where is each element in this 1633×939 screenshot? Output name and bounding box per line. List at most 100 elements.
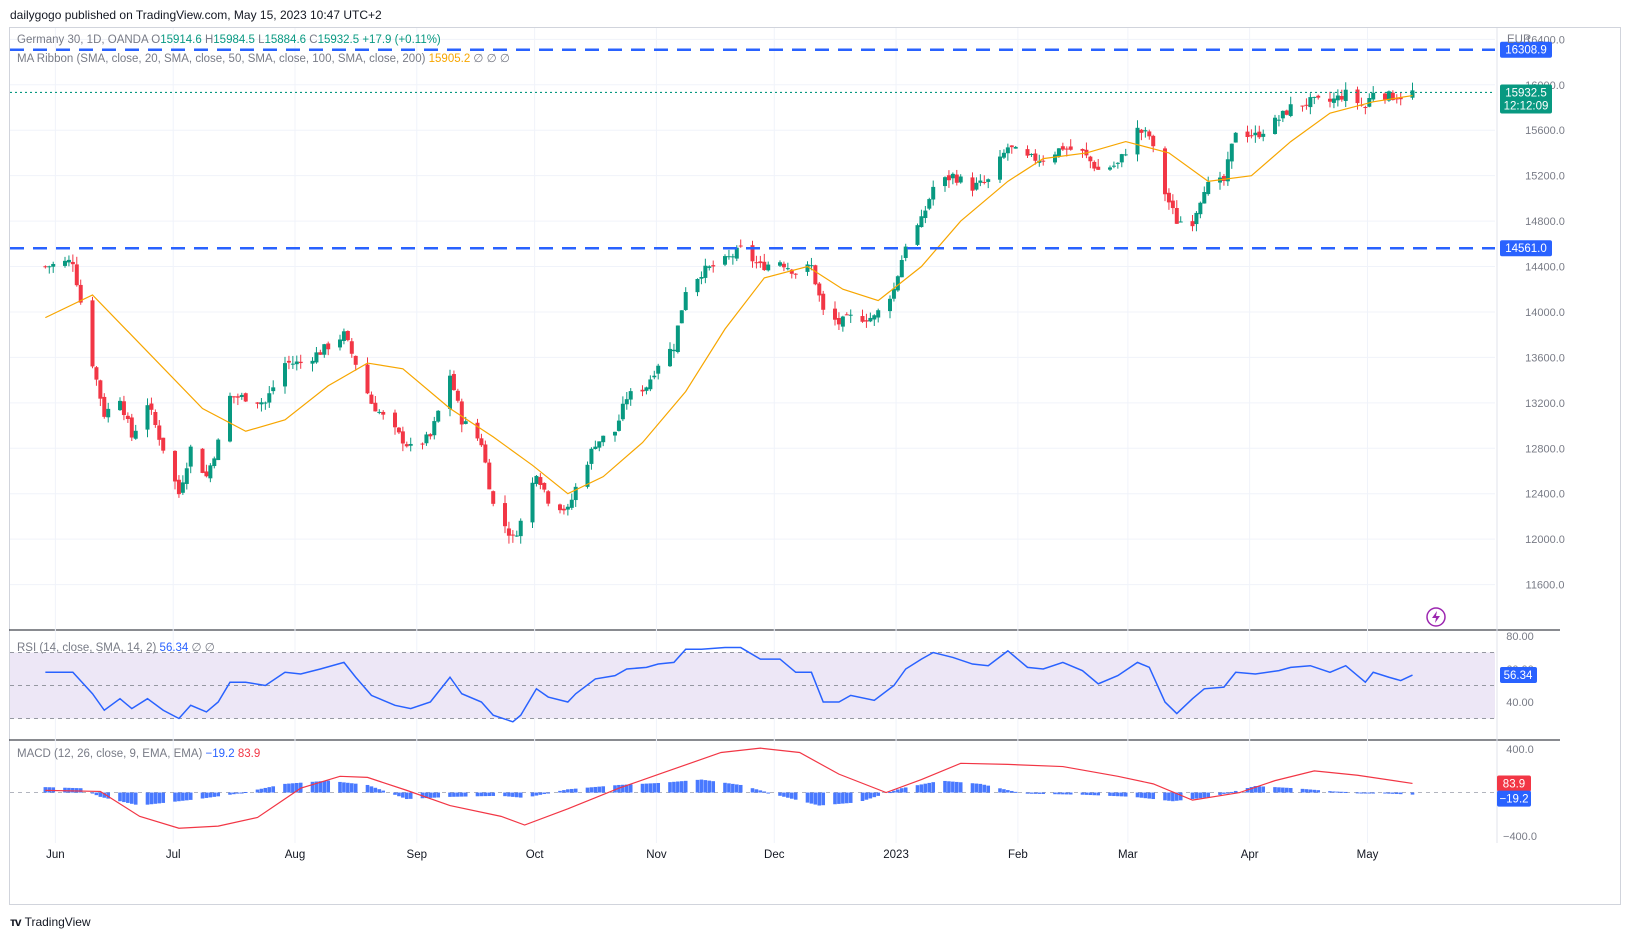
- candle-body: [758, 261, 763, 264]
- candle-body: [479, 438, 484, 446]
- macd-hist-bar: [1092, 792, 1097, 796]
- sma20-line: [45, 94, 1413, 495]
- macd-hist-bar: [1308, 789, 1313, 793]
- candle-body: [652, 375, 657, 378]
- candle-body: [734, 247, 739, 259]
- macd-tick-label: 400.0: [1506, 744, 1534, 756]
- candle-body: [149, 403, 154, 410]
- time-axis-label: May: [1357, 849, 1379, 861]
- candle-body: [66, 259, 71, 263]
- candle-body: [597, 441, 602, 448]
- candle-body: [1316, 95, 1321, 98]
- macd-hist-bar: [1116, 792, 1120, 797]
- candle-body: [318, 352, 323, 355]
- time-axis-label: Nov: [646, 849, 667, 861]
- candle-body: [1221, 176, 1226, 181]
- macd-hist-bar: [1300, 788, 1305, 793]
- macd-hist-bar: [503, 792, 507, 797]
- candle-body: [1328, 98, 1332, 102]
- macd-hist-bar: [342, 782, 346, 793]
- macd-hist-bar: [487, 792, 492, 797]
- candle-body: [656, 365, 661, 374]
- macd-hist-bar: [181, 792, 185, 801]
- macd-hist-bar: [349, 783, 354, 793]
- candle-body: [915, 225, 920, 245]
- signal-line: [45, 747, 1413, 829]
- ma-ribbon-value: 15905.2: [428, 53, 471, 65]
- macd-hist-bar: [947, 781, 951, 793]
- tradingview-logo-icon: ᴛᴠ: [10, 915, 22, 929]
- rsi-band: [10, 652, 1495, 719]
- candle-body: [1135, 127, 1140, 155]
- macd-hist-bar: [672, 781, 676, 793]
- macd-hist-bar: [841, 792, 845, 804]
- macd-hist-bar: [1174, 792, 1179, 801]
- candle-body: [1257, 131, 1262, 138]
- candle-body: [679, 310, 684, 324]
- candle-body: [695, 278, 700, 293]
- candle-body: [707, 266, 712, 268]
- price-tick-label: 14400.0: [1525, 262, 1565, 274]
- macd-hist-bar: [208, 792, 213, 798]
- macd-hist-bar: [1249, 787, 1254, 793]
- candle-body: [176, 479, 181, 495]
- macd-hist-bar: [1123, 792, 1128, 797]
- candle-body: [1041, 160, 1046, 162]
- macd-hist-bar: [683, 780, 688, 793]
- macd-hist-bar: [793, 792, 798, 800]
- macd-hist-bar: [695, 779, 700, 793]
- candle-body: [1056, 148, 1061, 157]
- candle-body: [1166, 192, 1171, 203]
- macd-hist-bar: [738, 784, 743, 793]
- candle-body: [188, 446, 193, 467]
- candlesticks: [43, 82, 1415, 544]
- rsi-tick-label: 80.00: [1506, 631, 1534, 643]
- macd-hist-bar: [514, 792, 519, 798]
- macd-hist-bar: [153, 792, 158, 804]
- macd-hist-bar: [149, 792, 154, 805]
- candle-body: [1198, 202, 1203, 215]
- macd-hist-bar: [703, 780, 708, 793]
- candle-body: [1343, 89, 1348, 101]
- candle-body: [420, 443, 425, 445]
- macd-hist-bar: [530, 792, 535, 797]
- high-value: 15984.5: [213, 34, 255, 46]
- macd-hist-bar: [892, 790, 896, 793]
- candle-body: [290, 363, 295, 365]
- macd-hist-bar: [365, 784, 370, 793]
- macd-hist-bar: [597, 786, 602, 793]
- macd-hist-bar: [1222, 792, 1226, 794]
- candle-body: [208, 465, 213, 479]
- macd-value-label: −19.2: [1499, 794, 1528, 806]
- price-tick-label: 13600.0: [1525, 352, 1565, 364]
- candle-body: [1092, 161, 1097, 169]
- candle-body: [1178, 221, 1183, 223]
- macd-hist-bar: [432, 792, 437, 798]
- candle-body: [1371, 92, 1376, 100]
- candle-body: [51, 263, 56, 267]
- candle-body: [730, 256, 735, 258]
- candle-body: [876, 310, 881, 318]
- candle-body: [345, 330, 350, 341]
- candle-body: [817, 283, 822, 296]
- candle-body: [1249, 135, 1254, 137]
- candle-body: [298, 361, 303, 364]
- macd-hist-bar: [129, 792, 134, 804]
- candle-body: [200, 448, 205, 473]
- candle-body: [1029, 154, 1034, 156]
- candle-body: [455, 390, 460, 401]
- candle-body: [1339, 96, 1344, 100]
- candle-body: [1001, 152, 1006, 158]
- macd-hist-bar: [699, 779, 704, 793]
- macd-hist-bar: [1064, 792, 1069, 795]
- macd-hist-bar: [1096, 792, 1101, 796]
- footer[interactable]: ᴛᴠ TradingView: [10, 915, 91, 929]
- macd-hist-bar: [381, 790, 386, 793]
- macd-hist-bar: [931, 782, 936, 793]
- macd-hist-bar: [1253, 786, 1258, 793]
- macd-hist-bar: [585, 787, 590, 793]
- candle-body: [538, 477, 543, 485]
- candle-body: [1108, 167, 1112, 170]
- macd-hist-bar: [479, 792, 484, 797]
